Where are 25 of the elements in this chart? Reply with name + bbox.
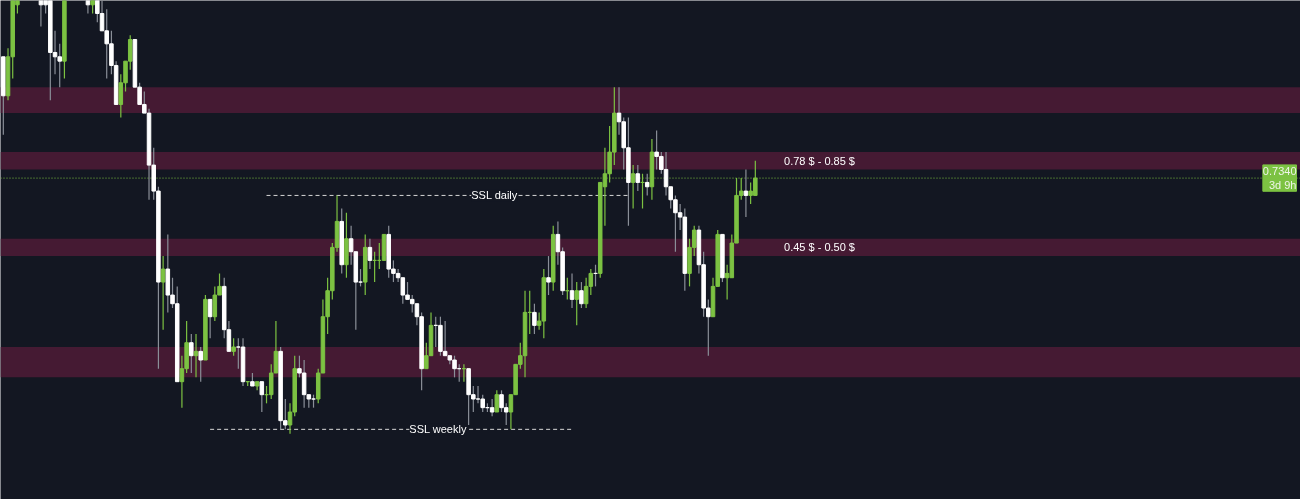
candlestick <box>259 381 265 413</box>
candlestick <box>574 281 579 326</box>
candlestick <box>367 238 373 270</box>
candlestick <box>743 168 749 218</box>
ref-line-label: 0.7340 3d 9h <box>1262 164 1297 192</box>
candlestick <box>494 389 500 413</box>
band-label: 0.45 $ - 0.50 $ <box>784 241 855 254</box>
candlestick <box>489 398 495 417</box>
candlestick <box>160 255 166 331</box>
ref-line-label: SSL daily <box>471 189 518 202</box>
candlestick <box>644 173 650 197</box>
candlestick <box>442 320 448 357</box>
candlestick <box>630 164 636 210</box>
candlestick <box>579 281 584 309</box>
candlestick <box>569 272 575 309</box>
candlestick <box>475 385 481 404</box>
candlestick <box>546 255 551 296</box>
candlestick <box>301 359 307 409</box>
candlestick <box>189 333 194 374</box>
ref-line-label: SSL weekly <box>409 423 467 436</box>
candlestick <box>212 285 218 322</box>
band-label: 0.78 $ - 0.85 $ <box>784 154 855 167</box>
candlestick <box>532 303 537 335</box>
candlestick <box>198 346 203 383</box>
candlestick <box>635 164 641 192</box>
